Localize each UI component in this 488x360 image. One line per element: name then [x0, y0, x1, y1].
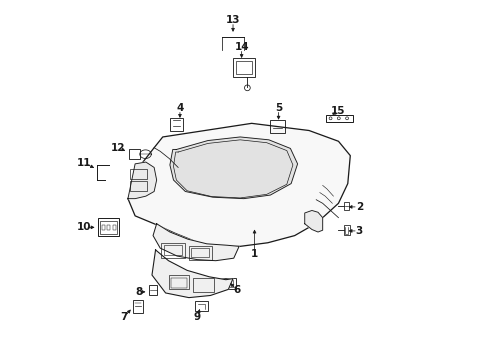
Text: 4: 4 [176, 103, 183, 113]
Bar [171, 278, 187, 288]
Polygon shape [128, 123, 349, 246]
Text: 13: 13 [225, 15, 240, 26]
Bar [112, 225, 116, 230]
Bar [129, 149, 140, 159]
Text: 8: 8 [135, 287, 142, 297]
Bar [235, 61, 251, 74]
Bar [100, 221, 117, 234]
Bar [163, 245, 182, 255]
Bar [98, 219, 119, 236]
Text: 11: 11 [77, 158, 91, 168]
Bar [161, 243, 184, 258]
Bar [188, 246, 212, 260]
Text: 3: 3 [355, 226, 362, 236]
Text: 15: 15 [330, 106, 345, 116]
Bar [169, 275, 188, 289]
Bar [130, 181, 146, 192]
Text: 10: 10 [77, 222, 91, 232]
Bar [233, 58, 255, 77]
Bar [191, 248, 209, 257]
Polygon shape [153, 224, 239, 261]
Bar [133, 300, 143, 313]
Text: 14: 14 [234, 42, 248, 52]
Bar [169, 118, 183, 131]
Text: 7: 7 [121, 312, 128, 322]
Polygon shape [169, 137, 297, 199]
Text: 9: 9 [193, 312, 200, 322]
Bar [195, 301, 207, 311]
Text: 5: 5 [274, 103, 282, 113]
Bar [344, 202, 348, 210]
Bar [220, 280, 233, 287]
Polygon shape [128, 162, 156, 199]
Text: 2: 2 [355, 202, 362, 212]
Bar [217, 278, 235, 289]
Bar [344, 225, 349, 235]
Bar [270, 121, 284, 133]
Bar [102, 225, 105, 230]
Bar [325, 115, 352, 122]
Text: 1: 1 [250, 248, 258, 258]
Bar [130, 169, 146, 179]
Polygon shape [304, 211, 322, 232]
Bar [107, 225, 110, 230]
Bar [192, 278, 214, 292]
Text: 6: 6 [233, 285, 241, 296]
Polygon shape [152, 250, 233, 298]
Text: 12: 12 [111, 143, 125, 153]
Bar [149, 285, 157, 296]
